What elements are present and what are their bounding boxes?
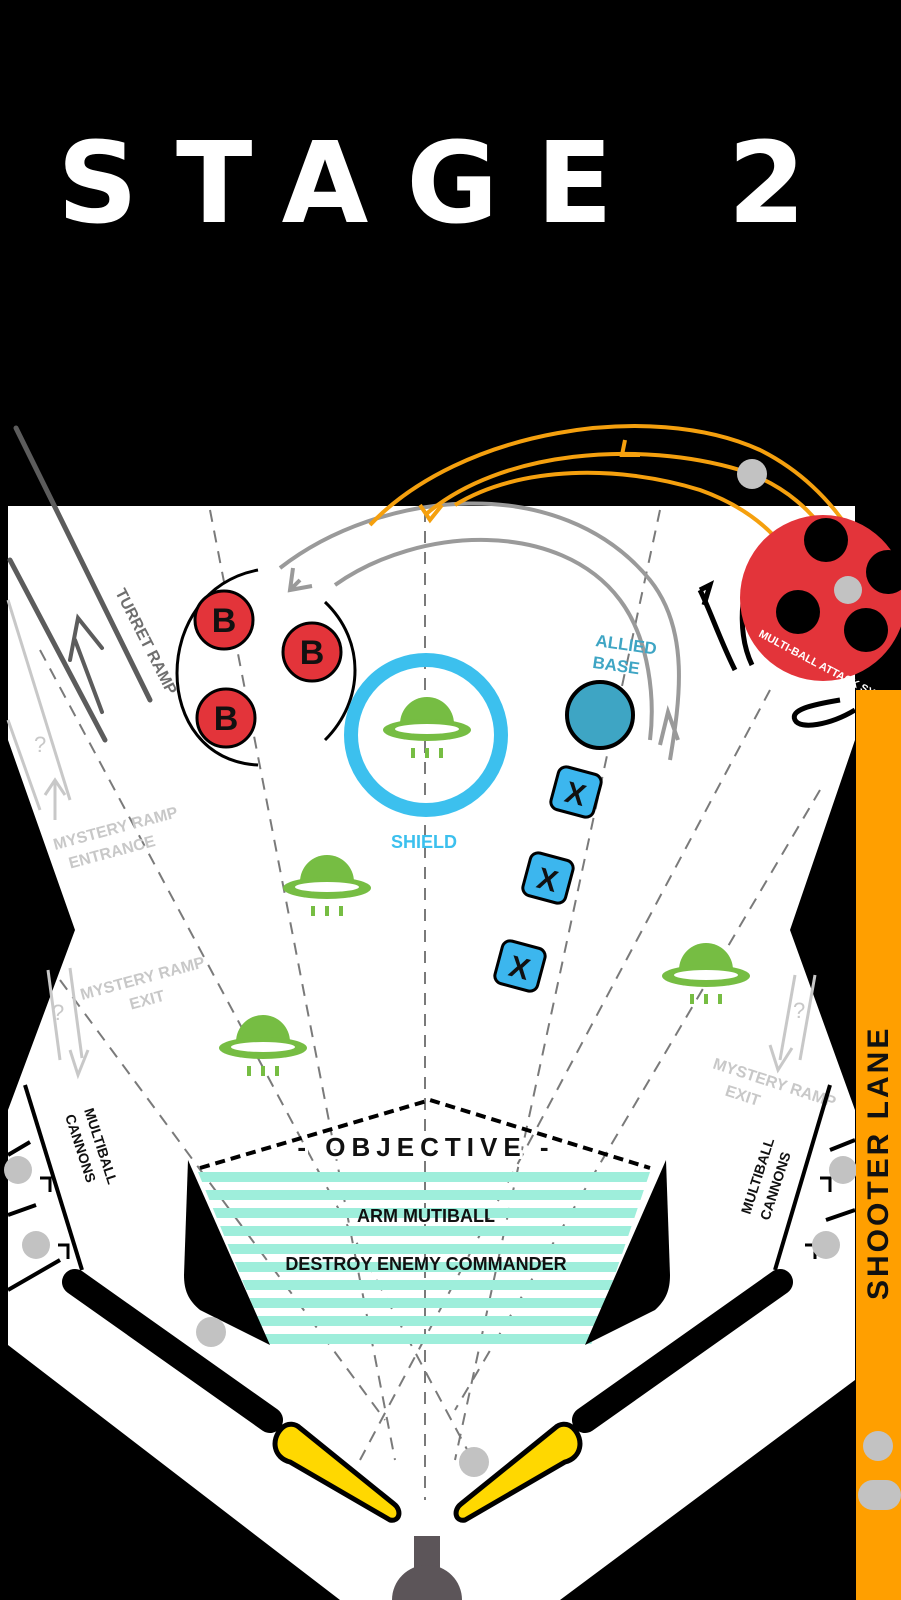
bumper-group [175, 568, 357, 767]
ufo-icon [383, 697, 471, 758]
objective-outline [199, 1097, 651, 1170]
bumper[interactable]: B [193, 589, 255, 651]
drain [392, 1536, 462, 1600]
cannon-ball [812, 1231, 840, 1259]
lane-guides [6, 1084, 856, 1292]
shooter-lane-label: SHOOTER LANE [862, 1026, 895, 1300]
plunger-ball [863, 1431, 893, 1461]
attack-system-rails [697, 570, 857, 728]
drop-target[interactable]: X [493, 939, 547, 993]
allied-base[interactable] [565, 680, 635, 750]
objective-panel [198, 1172, 650, 1344]
objective-item: ARM MUTIBALL [357, 1206, 495, 1226]
right-flipper[interactable] [453, 1421, 583, 1523]
objective-item: DESTROY ENEMY COMMANDER [285, 1254, 566, 1274]
left-flipper[interactable] [272, 1421, 402, 1523]
ufo-icon[interactable] [219, 1015, 307, 1076]
bumper[interactable]: B [281, 621, 343, 683]
plunger[interactable] [858, 1480, 901, 1510]
drop-target[interactable]: X [549, 765, 603, 819]
pinball [196, 1317, 226, 1347]
cannon-ball [4, 1156, 32, 1184]
right-slingshot[interactable] [585, 1160, 670, 1345]
bumper-letter: B [212, 602, 237, 640]
cannon-ball [829, 1156, 857, 1184]
shield-target[interactable] [344, 653, 508, 817]
bumper[interactable]: B [195, 687, 257, 749]
left-slingshot[interactable] [184, 1160, 270, 1345]
drop-target[interactable]: X [521, 851, 575, 905]
mystery-ramp-exit-right[interactable] [768, 974, 817, 1074]
mystery-ramp-entrance-qmark: ? [34, 732, 46, 757]
pinball [459, 1447, 489, 1477]
ufo-icon[interactable] [662, 943, 750, 1004]
objective-heading: - OBJECTIVE - [297, 1132, 554, 1162]
bumper-letter: B [214, 700, 239, 738]
orbit-lanes[interactable] [278, 501, 681, 761]
cannon-ball [22, 1231, 50, 1259]
right-inlane-rail [572, 1269, 793, 1433]
left-inlane-rail [62, 1269, 283, 1433]
mystery-ramp-exit-left-qmark: ? [52, 1000, 64, 1025]
mystery-ramp-entrance[interactable] [6, 599, 72, 820]
stage-title: STAGE 2 [57, 119, 844, 249]
ufo-icon[interactable] [283, 855, 371, 916]
mystery-ramp-exit-right-qmark: ? [793, 998, 805, 1023]
turret-ramp[interactable] [7, 425, 153, 743]
bumper-letter: B [300, 634, 325, 672]
mystery-ramp-exit-left[interactable] [46, 967, 90, 1080]
ramp-ball [737, 459, 767, 489]
shield-label: SHIELD [391, 832, 457, 852]
